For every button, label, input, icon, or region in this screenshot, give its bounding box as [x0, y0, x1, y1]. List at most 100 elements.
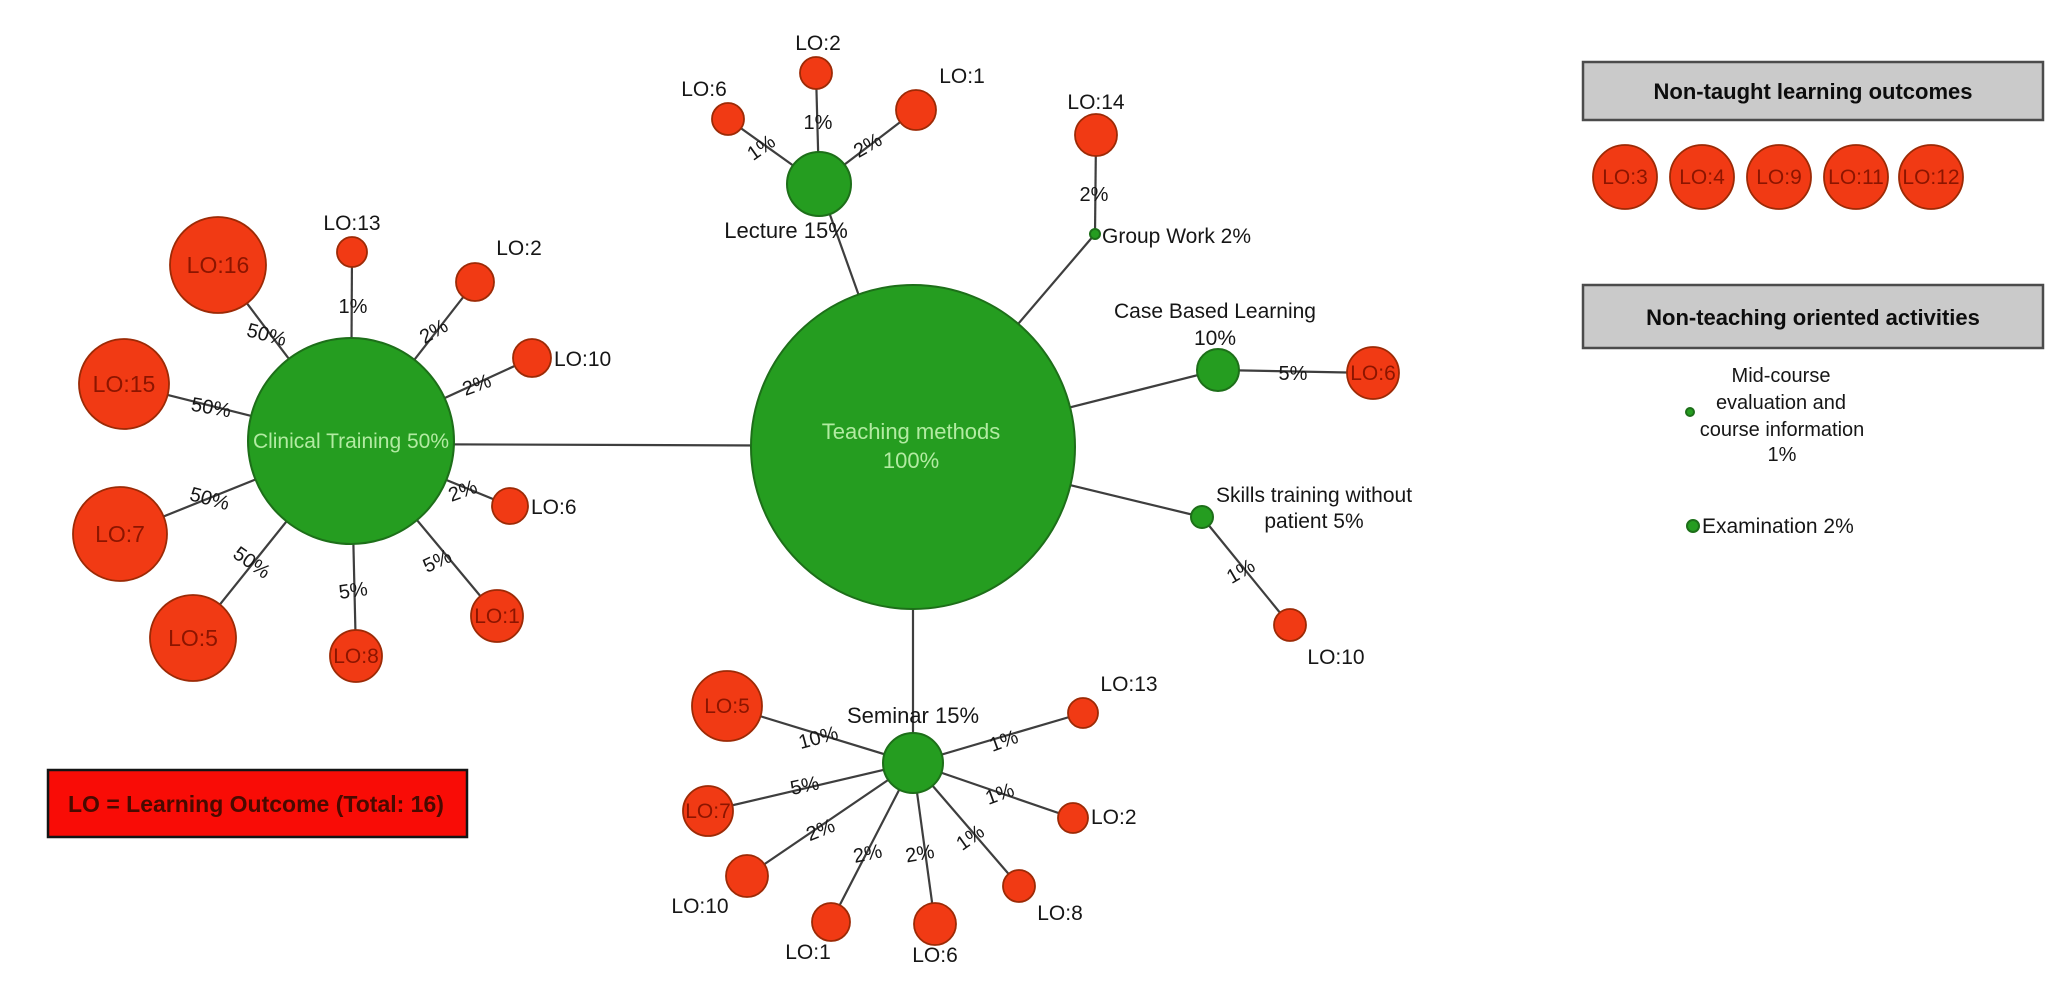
seminar-lo5-pct: 10% — [796, 722, 841, 754]
case-based-label-line2: 10% — [1194, 327, 1236, 350]
seminar-lo10-pct: 2% — [803, 815, 838, 846]
seminar-lo6-pct: 2% — [904, 841, 937, 868]
edge-seminar-lo10 — [746, 762, 914, 877]
legend-label: LO = Learning Outcome (Total: 16) — [68, 791, 444, 817]
mid-course-line3: course information — [1700, 419, 1865, 441]
node-lecture — [786, 151, 852, 217]
edge-seminar-lo7 — [707, 761, 914, 813]
non-teaching-title: Non-teaching oriented activities — [1646, 305, 1980, 330]
clinical-lo5-label: LO:5 — [168, 625, 218, 651]
case-based-label-line1: Case Based Learning — [1114, 300, 1316, 323]
node-seminar-lo1 — [811, 902, 851, 942]
node-nontaught-lo9 — [1746, 144, 1812, 210]
clinical-lo13-label: LO:13 — [323, 212, 380, 235]
lecture-lo6-pct: 1% — [743, 131, 779, 166]
skills-lo10-pct: 1% — [1223, 555, 1259, 589]
lecture-lo6-label: LO:6 — [681, 78, 727, 101]
seminar-lo1-label: LO:1 — [785, 941, 831, 964]
node-group-work-dot — [1089, 228, 1101, 240]
clinical-lo16-pct: 50% — [244, 319, 289, 351]
node-seminar-lo2 — [1057, 802, 1089, 834]
seminar-lo1-pct: 2% — [851, 840, 884, 868]
edge-skills-lo10 — [1201, 516, 1291, 626]
skills-lo10-label: LO:10 — [1307, 646, 1364, 669]
mid-course-line1: Mid-course — [1732, 365, 1831, 387]
clinical-lo5-pct: 50% — [229, 543, 275, 584]
nontaught-lo12-label: LO:12 — [1902, 166, 1959, 189]
clinical-lo7-pct: 50% — [187, 483, 232, 515]
seminar-lo13-pct: 1% — [987, 726, 1022, 757]
clinical-lo6-pct: 2% — [446, 476, 481, 507]
seminar-lo5-label: LO:5 — [704, 695, 750, 718]
clinical-lo6-label: LO:6 — [531, 496, 577, 519]
node-seminar-lo10 — [725, 854, 769, 898]
clinical-lo2-label: LO:2 — [496, 237, 542, 260]
node-skills-lo10 — [1273, 608, 1307, 642]
node-clinical-lo15 — [78, 338, 170, 430]
node-nontaught-lo12 — [1898, 144, 1964, 210]
legend-box — [46, 768, 469, 839]
seminar-lo7-label: LO:7 — [685, 800, 731, 823]
mid-course-dot — [1685, 407, 1695, 417]
teaching-methods-label-line2: 100% — [883, 448, 939, 473]
node-clinical-lo16 — [169, 216, 267, 314]
nontaught-lo3-label: LO:3 — [1602, 166, 1648, 189]
node-groupwork-lo14 — [1074, 113, 1118, 157]
node-teaching-methods — [750, 284, 1076, 610]
clinical-lo8-pct: 5% — [337, 578, 369, 604]
node-clinical-lo2 — [455, 262, 495, 302]
clinical-lo15-pct: 50% — [189, 394, 232, 423]
nontaught-lo9-label: LO:9 — [1756, 166, 1802, 189]
clinical-lo16-label: LO:16 — [187, 252, 250, 278]
mid-course-line2: evaluation and — [1716, 392, 1846, 414]
skills-label-line1: Skills training without — [1216, 484, 1412, 507]
lecture-label: Lecture 15% — [724, 218, 848, 243]
node-lecture-lo6 — [711, 102, 745, 136]
examination-label: Examination 2% — [1702, 515, 1854, 538]
clinical-lo8-label: LO:8 — [333, 645, 379, 668]
node-clinical-lo8 — [329, 629, 383, 683]
node-seminar-lo6 — [913, 902, 957, 946]
casebased-lo6-pct: 5% — [1279, 363, 1308, 385]
node-lecture-lo2 — [799, 56, 833, 90]
clinical-lo15-label: LO:15 — [93, 371, 156, 397]
clinical-lo1-pct: 5% — [420, 545, 456, 577]
node-skills-training — [1190, 505, 1214, 529]
seminar-lo2-pct: 1% — [983, 779, 1018, 810]
non-taught-header-bar — [1581, 60, 2045, 122]
node-clinical-training — [247, 337, 455, 545]
node-seminar-lo13 — [1067, 697, 1099, 729]
examination-dot — [1686, 519, 1700, 533]
node-clinical-lo1 — [470, 589, 524, 643]
seminar-lo6-label: LO:6 — [912, 944, 958, 967]
node-nontaught-lo11 — [1823, 144, 1889, 210]
node-case-based-learning — [1196, 348, 1240, 392]
seminar-lo7-pct: 5% — [788, 772, 821, 800]
clinical-lo10-pct: 2% — [460, 370, 495, 401]
node-clinical-lo6 — [491, 487, 529, 525]
node-seminar-lo7 — [682, 785, 734, 837]
teaching-methods-label-line1: Teaching methods — [822, 419, 1001, 444]
lo-nodes — [72, 56, 1400, 946]
seminar-lo10-label: LO:10 — [671, 895, 728, 918]
nontaught-lo11-label: LO:11 — [1828, 166, 1884, 189]
clinical-lo10-label: LO:10 — [554, 348, 611, 371]
node-clinical-lo10 — [512, 338, 552, 378]
node-nontaught-lo3 — [1592, 144, 1658, 210]
casebased-lo6-label: LO:6 — [1350, 362, 1396, 385]
node-lecture-lo1 — [895, 89, 937, 131]
node-seminar — [882, 732, 944, 794]
clinical-lo1-label: LO:1 — [474, 605, 520, 628]
clinical-training-label: Clinical Training 50% — [253, 430, 449, 453]
node-clinical-lo5 — [149, 594, 237, 682]
seminar-lo8-label: LO:8 — [1037, 902, 1083, 925]
node-clinical-lo13 — [336, 236, 368, 268]
lecture-lo1-label: LO:1 — [939, 65, 985, 88]
lecture-lo2-label: LO:2 — [795, 32, 841, 55]
non-teaching-header-bar — [1581, 283, 2045, 350]
node-casebased-lo6 — [1346, 346, 1400, 400]
groupwork-lo14-label: LO:14 — [1067, 91, 1125, 114]
clinical-lo13-pct: 1% — [339, 296, 368, 318]
